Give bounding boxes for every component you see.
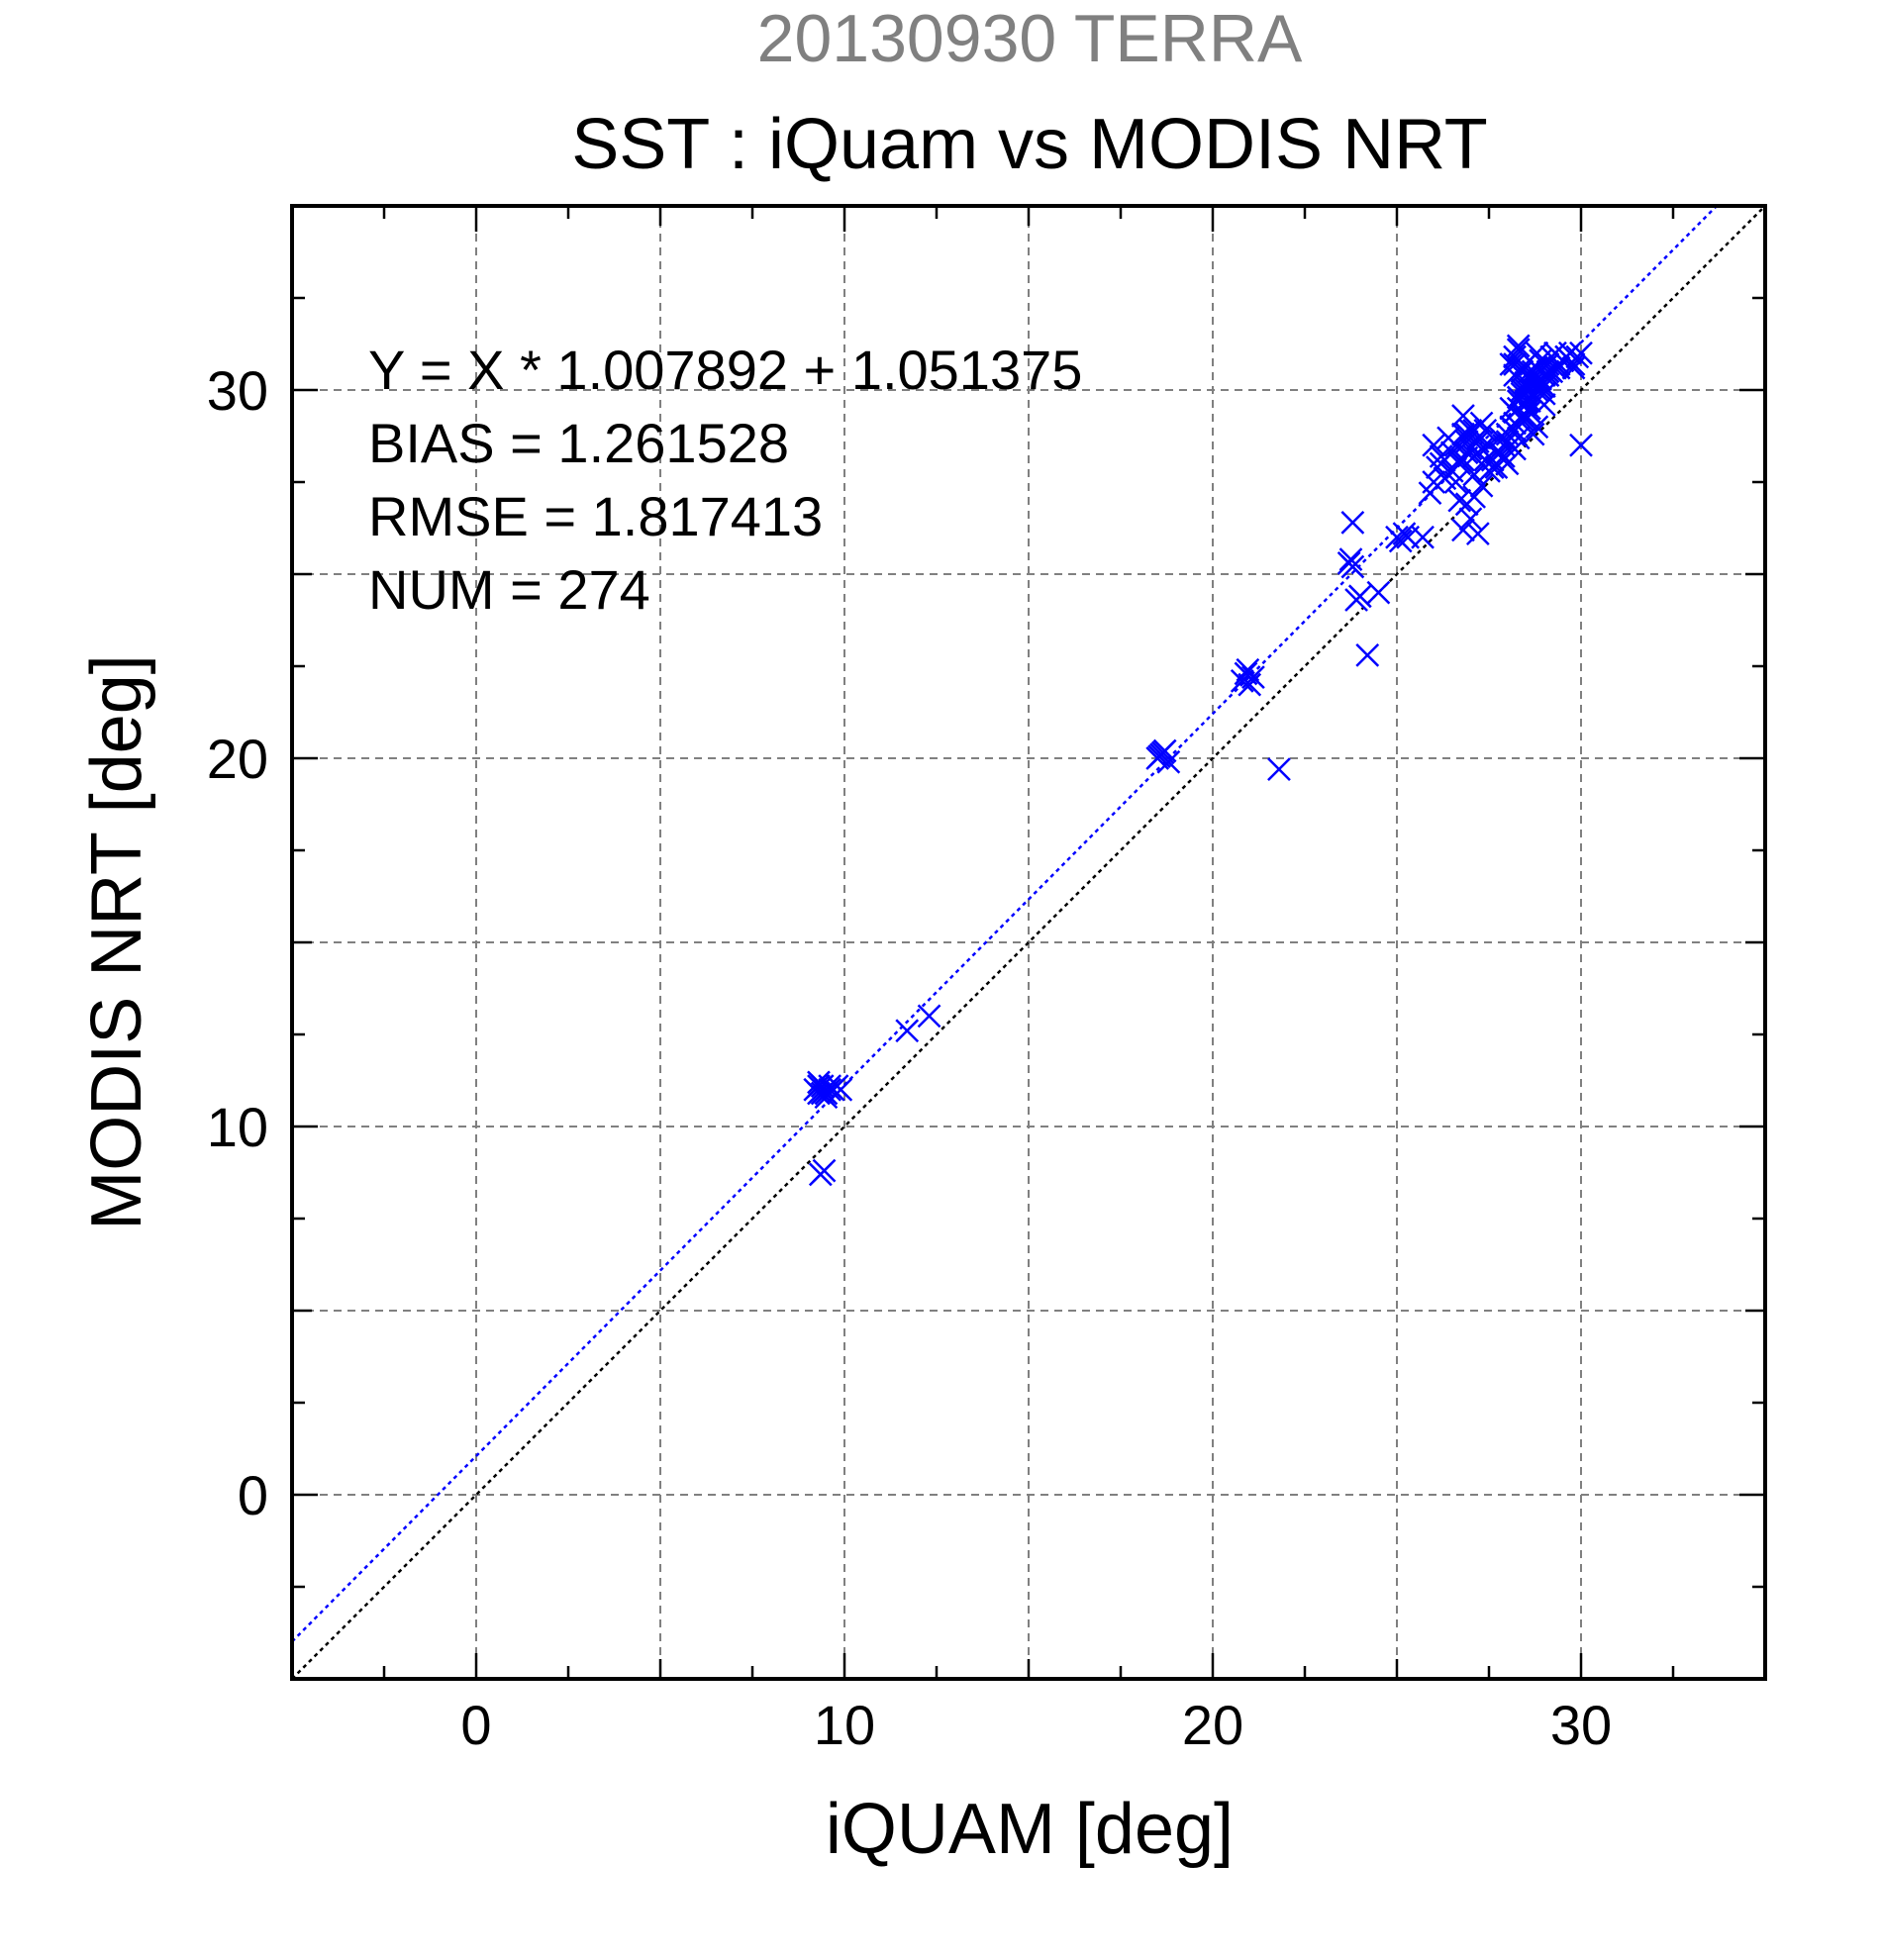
data-point	[1569, 433, 1593, 457]
y-axis-label: MODIS NRT [deg]	[77, 654, 156, 1230]
plot-area: 0 10 20 30 0 10 20 30	[207, 204, 1767, 1756]
data-point	[812, 1079, 837, 1104]
identity-line	[291, 205, 1766, 1680]
stats-fit-equation: Y = X * 1.007892 + 1.051375	[368, 339, 1082, 401]
data-points	[803, 334, 1593, 1187]
data-point	[1462, 484, 1487, 509]
data-point	[1506, 338, 1531, 361]
data-point	[1503, 344, 1527, 369]
data-point	[1469, 473, 1494, 498]
data-point	[1514, 370, 1538, 395]
y-tick-label: 0	[238, 1464, 268, 1526]
data-point	[1503, 419, 1527, 442]
data-point	[1465, 522, 1490, 545]
reference-lines	[291, 205, 1766, 1680]
y-tick-label: 10	[207, 1096, 268, 1158]
data-point	[1443, 470, 1468, 494]
data-point	[1535, 359, 1560, 384]
data-point	[1347, 584, 1372, 609]
chart-supertitle: 20130930 TERRA	[757, 1, 1303, 76]
x-tick-label: 20	[1182, 1694, 1243, 1756]
tick-labels: 0 10 20 30 0 10 20 30	[207, 359, 1612, 1756]
data-point	[1451, 404, 1475, 428]
data-point	[1525, 341, 1549, 365]
stats-annotation: Y = X * 1.007892 + 1.051375 BIAS = 1.261…	[368, 339, 1082, 621]
data-point	[1469, 411, 1494, 436]
data-point	[1366, 580, 1391, 605]
data-point	[1521, 422, 1545, 446]
grid-lines	[292, 206, 1765, 1679]
data-point	[1458, 507, 1483, 532]
data-point	[1554, 344, 1579, 369]
data-point	[1503, 352, 1527, 376]
x-tick-label: 30	[1550, 1694, 1612, 1756]
stats-bias: BIAS = 1.261528	[368, 412, 789, 474]
data-point	[1462, 462, 1487, 487]
y-tick-label: 30	[207, 359, 268, 422]
data-point	[1561, 355, 1586, 380]
data-point	[917, 1004, 941, 1029]
x-axis-label: iQUAM [deg]	[826, 1790, 1234, 1869]
data-point	[1150, 740, 1175, 765]
data-point	[1488, 426, 1513, 450]
data-point	[1422, 433, 1446, 457]
y-tick-label: 20	[207, 728, 268, 790]
data-point	[1447, 488, 1472, 513]
data-point	[1499, 352, 1524, 376]
data-point	[812, 1158, 837, 1183]
data-point	[1236, 657, 1260, 682]
data-point	[895, 1019, 920, 1043]
plot-frame	[290, 204, 1767, 1681]
data-point	[1473, 419, 1498, 442]
data-point	[1411, 525, 1435, 549]
data-point	[1340, 511, 1365, 535]
data-point	[1569, 341, 1593, 365]
data-point	[1518, 389, 1541, 414]
data-point	[1451, 447, 1475, 472]
data-point	[1499, 433, 1524, 457]
chart-title: SST : iQuam vs MODIS NRT	[571, 105, 1488, 184]
data-point	[1454, 441, 1479, 465]
data-point	[1495, 451, 1520, 476]
x-tick-label: 10	[814, 1694, 875, 1756]
data-point	[1532, 392, 1556, 417]
data-point	[1525, 378, 1549, 402]
x-tick-label: 0	[460, 1694, 491, 1756]
data-point	[1355, 642, 1380, 667]
data-point	[1491, 444, 1516, 468]
stats-num: NUM = 274	[368, 558, 650, 621]
data-point	[1454, 422, 1479, 446]
data-point	[1451, 518, 1475, 542]
data-point	[1340, 554, 1365, 579]
data-point	[1338, 547, 1363, 572]
data-point	[1267, 757, 1291, 782]
data-point	[1388, 529, 1413, 553]
stats-rmse: RMSE = 1.817413	[368, 485, 823, 547]
